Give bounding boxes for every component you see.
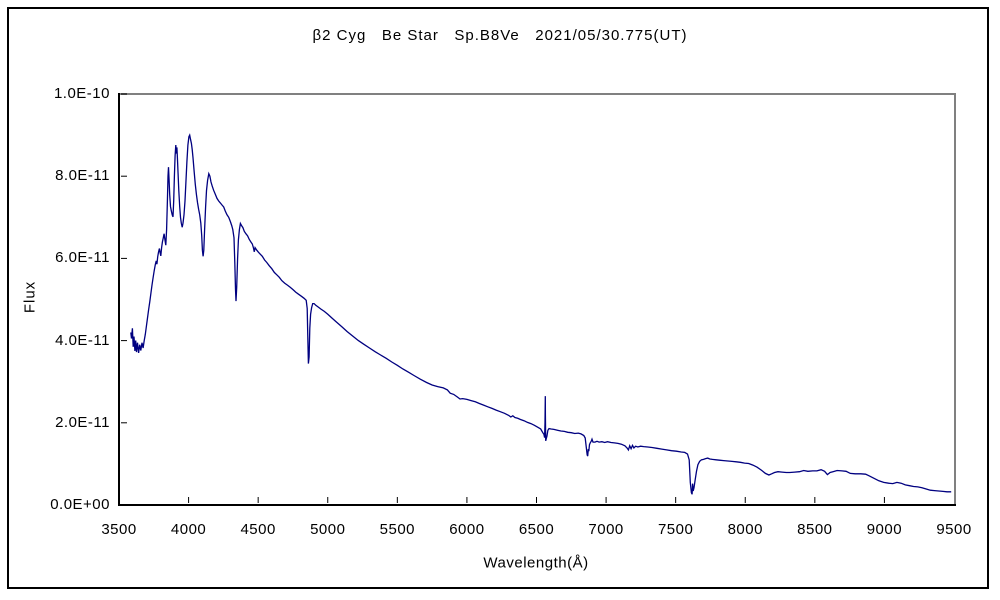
x-tick-label: 9500 xyxy=(936,521,972,538)
y-tick-label: 4.0E-11 xyxy=(55,331,110,349)
x-tick-label: 5000 xyxy=(310,521,346,538)
x-tick-label: 4000 xyxy=(170,521,207,538)
y-tick-label: 6.0E-11 xyxy=(55,249,110,267)
x-tick-label: 7000 xyxy=(588,521,624,538)
spectrum-line xyxy=(130,133,952,495)
axis-tick-marks xyxy=(121,93,885,503)
plot-frame-right xyxy=(954,93,956,506)
x-axis-title: Wavelength(Å) xyxy=(483,554,589,572)
chart-title: β2 Cyg Be Star Sp.B8Ve 2021/05/30.775(UT… xyxy=(312,27,688,44)
y-tick-label: 8.0E-11 xyxy=(55,167,110,185)
y-tick-label: 1.0E-10 xyxy=(53,85,110,102)
x-tick-label: 4500 xyxy=(240,521,276,538)
x-tick-label: 8000 xyxy=(727,521,763,538)
x-tick-label: 8500 xyxy=(797,521,833,538)
plot-frame-bottom xyxy=(118,504,956,506)
y-tick-label: 0.0E+00 xyxy=(50,496,110,513)
y-axis-title: Flux xyxy=(21,280,39,314)
x-tick-label: 7500 xyxy=(657,521,694,538)
x-tick-label: 6500 xyxy=(518,521,555,538)
plot-frame-top xyxy=(118,93,956,95)
plot-frame-left xyxy=(118,93,120,506)
x-tick-label: 6000 xyxy=(449,521,485,538)
x-tick-label: 9000 xyxy=(866,521,903,538)
y-tick-label: 2.0E-11 xyxy=(55,413,110,431)
x-tick-label: 3500 xyxy=(101,521,137,538)
x-tick-label: 5500 xyxy=(379,521,416,538)
